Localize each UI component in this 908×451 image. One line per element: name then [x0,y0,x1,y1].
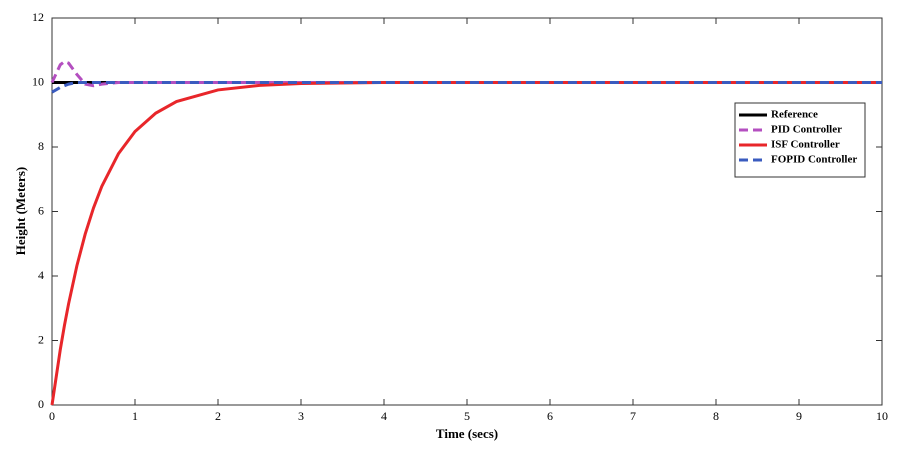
legend-label: ISF Controller [771,139,840,151]
y-tick-label: 2 [38,332,44,346]
y-tick-label: 6 [38,203,44,217]
plot-frame [51,17,883,406]
legend-label: PID Controller [771,124,842,136]
y-tick-label: 12 [32,10,44,24]
x-tick-label: 4 [381,409,387,423]
x-tick-label: 6 [547,409,553,423]
x-tick-label: 10 [876,409,888,423]
series-line [50,81,882,406]
y-tick-label: 10 [32,74,44,88]
x-tick-label: 0 [49,409,55,423]
series-line [51,81,882,94]
y-tick-label: 0 [38,397,44,411]
x-tick-label: 1 [132,409,138,423]
y-tick-label: 8 [38,139,44,153]
x-tick-label: 2 [215,409,221,423]
x-tick-label: 9 [796,409,802,423]
legend-label: FOPID Controller [771,154,857,166]
x-tick-label: 5 [464,409,470,423]
x-tick-label: 7 [630,409,636,423]
x-tick-label: 3 [298,409,304,423]
x-axis-label: Time (secs) [436,426,498,441]
x-tick-label: 8 [713,409,719,423]
y-tick-label: 4 [38,268,44,282]
legend-label: Reference [771,109,818,121]
y-axis-label: Height (Meters) [13,167,28,255]
